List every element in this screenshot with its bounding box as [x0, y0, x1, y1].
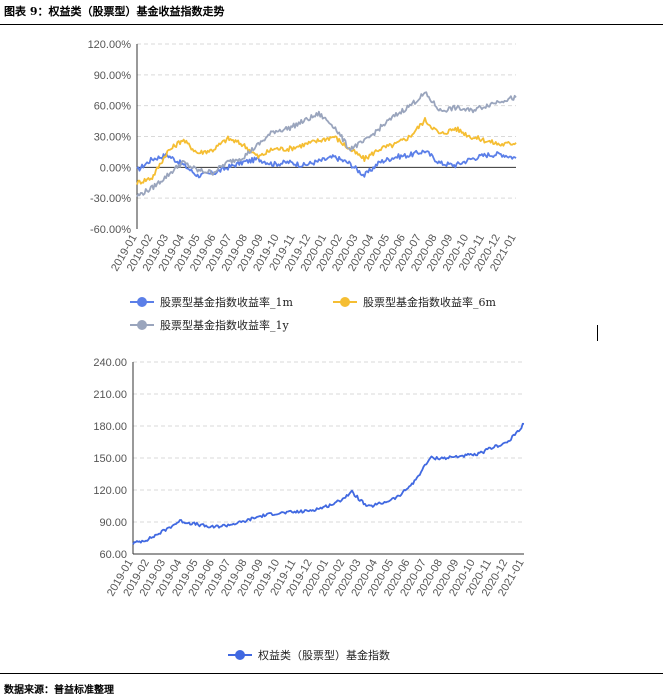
- text-cursor: [597, 325, 598, 341]
- legend-label: 股票型基金指数收益率_1m: [160, 295, 293, 309]
- series-line: [136, 117, 517, 185]
- y-tick-label: 150.00: [93, 453, 127, 465]
- y-tick-label: 240.00: [93, 357, 127, 369]
- legend-label: 权益类（股票型）基金指数: [258, 648, 390, 662]
- y-tick-label: 180.00: [93, 421, 127, 433]
- legend-marker: [137, 297, 147, 307]
- y-tick-label: 0.00%: [100, 162, 131, 174]
- legend-marker: [235, 650, 245, 660]
- legend-item: 股票型基金指数收益率_1y: [130, 318, 289, 332]
- legend-item: 权益类（股票型）基金指数: [228, 648, 390, 662]
- y-tick-label: 120.00%: [88, 39, 132, 51]
- y-tick-label: 210.00: [93, 389, 127, 401]
- series-line: [136, 91, 517, 198]
- legend-item: 股票型基金指数收益率_6m: [333, 295, 496, 309]
- bottom-rule: [0, 673, 663, 674]
- legend-item: 股票型基金指数收益率_1m: [130, 295, 293, 309]
- legend-label: 股票型基金指数收益率_1y: [160, 318, 289, 332]
- y-tick-label: 60.00: [99, 549, 127, 561]
- returns-chart: 120.00% 90.00% 60.00% 30.00% 0.00% -30.00% -60…: [88, 39, 519, 332]
- series-line: [136, 149, 517, 179]
- index-chart: 240.00 210.00 180.00 150.00 120.00 90.00 60.00…: [93, 357, 526, 662]
- figure-title: 图表 9：权益类（股票型）基金收益指数走势: [4, 5, 225, 18]
- series-line: [132, 422, 525, 545]
- y-tick-label: 30.00%: [94, 132, 132, 144]
- y-tick-label: 60.00%: [94, 101, 132, 113]
- y-tick-label: 120.00: [93, 485, 127, 497]
- y-tick-label: -30.00%: [90, 193, 131, 205]
- y-tick-label: 90.00%: [94, 70, 132, 82]
- top-rule: [0, 24, 663, 25]
- source-note: 数据来源：普益标准整理: [4, 685, 114, 696]
- legend-marker: [340, 297, 350, 307]
- y-tick-label: -60.00%: [90, 224, 131, 236]
- legend-label: 股票型基金指数收益率_6m: [363, 295, 496, 309]
- legend-marker: [137, 320, 147, 330]
- y-tick-label: 90.00: [99, 517, 127, 529]
